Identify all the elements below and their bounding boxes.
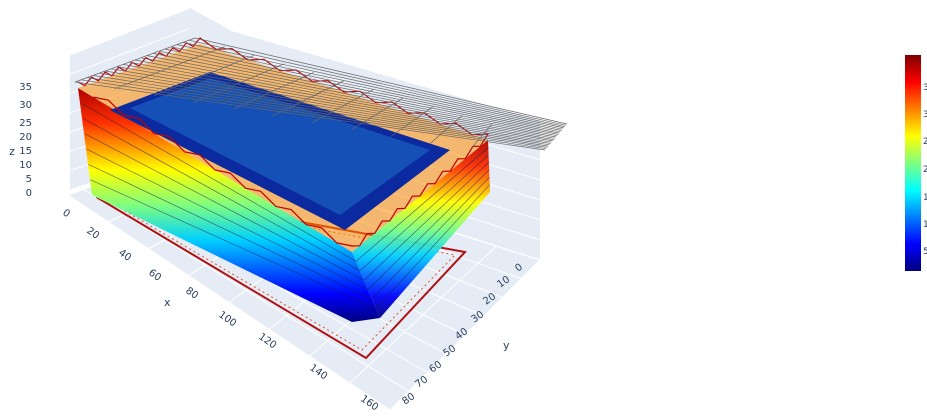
surface-contour-lines [81,102,490,309]
wireframe-line [110,68,552,143]
wireframe-line [153,54,255,96]
wireframe-line [140,57,558,137]
wireframe-line [114,46,225,90]
x-axis-title: x [164,296,171,309]
back-grid-line [69,27,191,75]
z-tick-label: 25 [19,118,32,129]
wireframe-line [193,63,285,103]
wireframe-line [182,42,565,127]
wireframe-line [98,72,550,146]
wireframe-line [176,44,564,129]
x-tick-label: 40 [116,247,133,263]
wireframe-line [128,61,555,139]
wireframe-line [122,64,554,140]
surface-floor [110,72,450,230]
wall-contour-line [367,169,490,290]
wireframe-line [146,55,559,135]
wireframe [74,37,568,151]
back-grid-line [229,29,541,121]
wall-contour-line [84,133,365,281]
colorbar-tick-label: 2 [923,165,927,175]
wireframe-line [430,115,463,144]
colorbar-tick-label: 2 [923,137,927,147]
wireframe-line [92,75,549,147]
colorbar: 5 1 1 2 2 3 3 [905,55,927,271]
wireframe-line [390,106,433,137]
wall-contour-line [355,147,489,262]
x-tick-label: 120 [256,331,278,351]
wireframe-line [188,39,566,126]
wireframe-line [80,79,547,150]
z-tick-label: 35 [19,82,32,93]
y-tick-label: 0 [513,262,525,275]
floor-grid-line [82,188,410,392]
wireframe-line [272,80,344,117]
wireframe-line [351,97,404,130]
colorbar-tick-label: 1 [923,220,927,230]
x-tick-label: 100 [216,309,238,329]
wall-contour-line [81,102,357,262]
x-tick-label: 0 [60,207,72,220]
z-tick-label: 15 [19,146,32,157]
wireframe-line [311,89,374,124]
wireframe-line [116,66,553,142]
colorbar-scale [905,55,921,271]
wireframe-line [158,50,561,133]
wireframe-line [104,70,551,144]
surface-inner-glow [130,78,430,215]
wall-contour-line [86,148,369,291]
wireframe-line [232,72,314,110]
wireframe-line [170,46,563,130]
x-tick-label: 60 [146,267,163,283]
y-axis-title: y [503,339,510,352]
wall-contour-line [375,184,490,309]
wireframe-line [469,123,493,151]
z-axis: 0 5 10 15 20 25 30 35 z [9,82,32,199]
z-tick-label: 5 [26,174,32,185]
wall-contour-line [83,118,361,272]
x-tick-label: 80 [183,285,200,301]
wireframe-line [134,59,557,138]
wall-contour-line [363,162,490,281]
wall-contour-line [90,179,377,309]
surface [77,37,490,322]
z-tick-label: 0 [26,188,32,199]
wireframe-line [74,81,546,151]
wall-contour-line [88,164,373,300]
wireframe-line [164,48,562,131]
floor-grid-line [67,194,391,411]
z-axis-title: z [9,145,15,158]
z-tick-label: 20 [19,132,32,143]
wall-contour-line [359,154,489,272]
wireframe-line [194,37,568,125]
wireframe-line [152,53,560,134]
x-tick-label: 20 [84,225,101,241]
back-grid-line [69,7,191,56]
wall-contour-line [371,176,490,300]
colorbar-tick-label: 1 [923,193,927,203]
colorbar-tick-label: 3 [923,110,927,120]
z-tick-label: 10 [19,160,32,171]
colorbar-tick-label: 3 [923,83,927,93]
z-tick-label: 30 [19,100,32,111]
colorbar-tick-label: 5 [923,247,927,257]
wireframe-line [86,77,548,148]
surface-front-wall [78,88,380,322]
wireframe-line [74,37,196,83]
